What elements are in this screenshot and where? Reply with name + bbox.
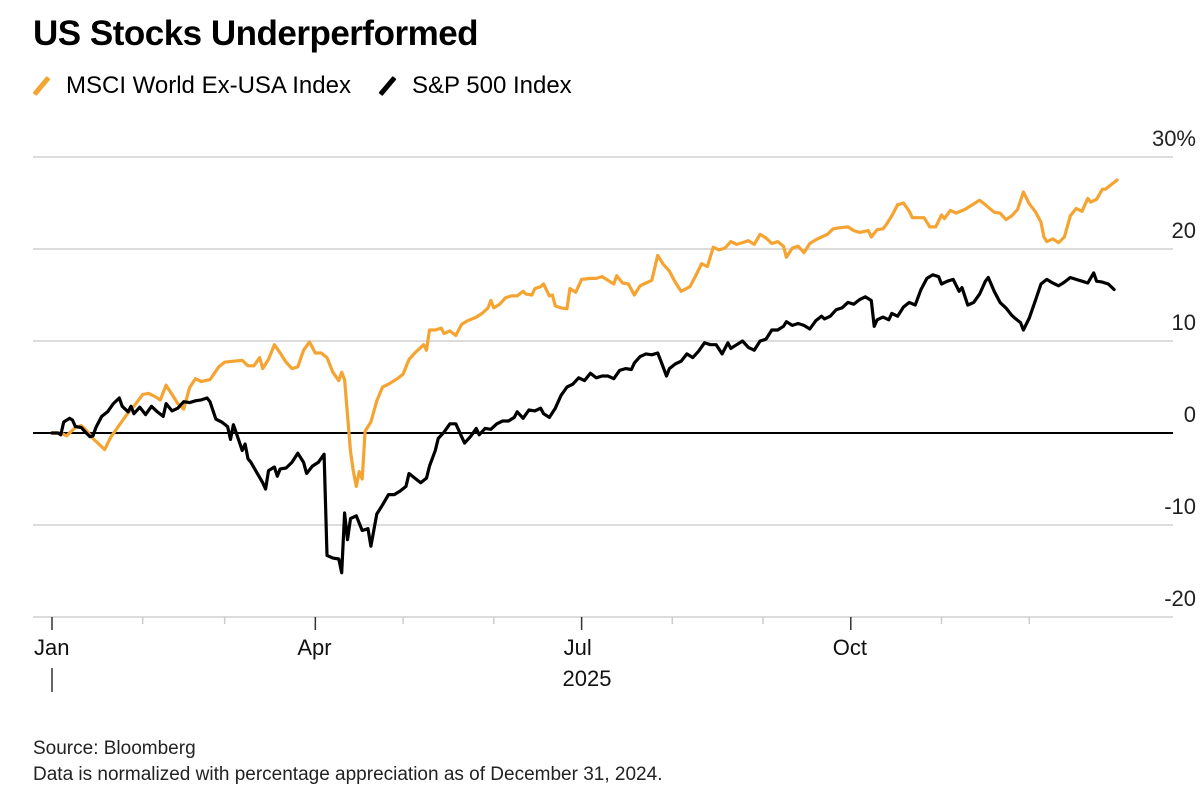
y-tick-label: 20 bbox=[1172, 218, 1196, 243]
source-note: Source: Bloomberg bbox=[33, 738, 196, 759]
x-tick-label: Jan bbox=[34, 635, 69, 660]
y-tick-label: -10 bbox=[1164, 494, 1196, 519]
normalization-note: Data is normalized with percentage appre… bbox=[33, 764, 663, 785]
legend: MSCI World Ex-USA Index S&P 500 Index bbox=[32, 72, 600, 100]
chart-title: US Stocks Underperformed bbox=[33, 14, 479, 53]
x-tick-label: Oct bbox=[833, 635, 867, 660]
x-axis-year-label: 2025 bbox=[563, 666, 612, 691]
x-tick-label: Jul bbox=[564, 635, 592, 660]
legend-label-sp500: S&P 500 Index bbox=[411, 72, 572, 99]
footer: Source: Bloomberg Data is normalized wit… bbox=[33, 736, 662, 788]
y-tick-label: 30% bbox=[1152, 126, 1196, 151]
legend-item-msci: MSCI World Ex-USA Index bbox=[32, 72, 351, 100]
legend-item-sp500: S&P 500 Index bbox=[378, 72, 572, 100]
x-tick-label: Apr bbox=[297, 635, 331, 660]
y-tick-label: 10 bbox=[1172, 310, 1196, 335]
series-line-sp500 bbox=[50, 271, 1116, 575]
y-tick-label: 0 bbox=[1184, 402, 1196, 427]
series-line-msci-world-ex-usa bbox=[50, 178, 1119, 488]
y-tick-label: -20 bbox=[1164, 586, 1196, 611]
legend-label-msci: MSCI World Ex-USA Index bbox=[66, 72, 351, 99]
